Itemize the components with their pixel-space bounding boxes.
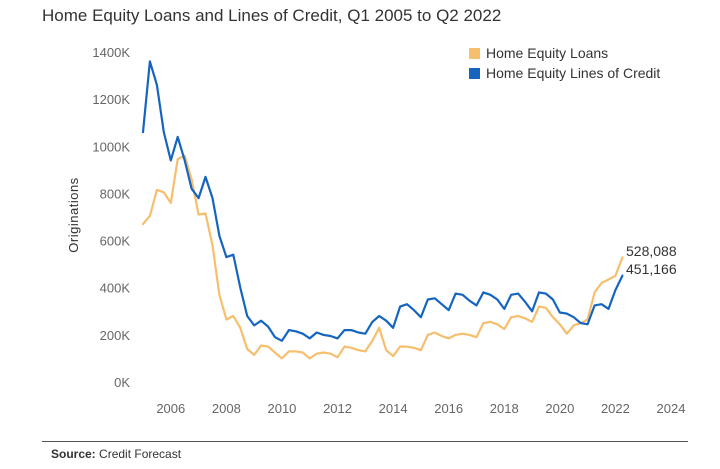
chart-title: Home Equity Loans and Lines of Credit, Q… [42, 6, 502, 25]
legend-label: Home Equity Lines of Credit [486, 65, 660, 81]
y-axis-ticks: 0K 200K 400K 600K 800K 1000K 1200K 1400K [92, 45, 130, 390]
x-tick-label: 2008 [212, 401, 241, 416]
y-tick-label: 1200K [92, 92, 130, 107]
legend-swatch [469, 48, 480, 59]
footer-divider [42, 441, 688, 442]
x-axis-ticks: 2006 2008 2010 2012 2014 2016 2018 2020 2022 2024 [156, 401, 685, 416]
y-tick-label: 0K [114, 375, 130, 390]
y-tick-label: 800K [100, 186, 131, 201]
legend: Home Equity Loans Home Equity Lines of Cr… [469, 45, 660, 81]
y-tick-label: 1000K [92, 139, 130, 154]
legend-swatch [469, 68, 480, 79]
x-tick-label: 2012 [323, 401, 352, 416]
series-line-home-equity-loans [141, 154, 624, 360]
y-tick-label: 400K [100, 281, 131, 296]
end-labels: 528,088 451,166 [626, 243, 677, 277]
end-value-label: 528,088 [626, 243, 677, 259]
x-tick-label: 2006 [156, 401, 185, 416]
y-axis-label: Originations [66, 177, 81, 252]
source-label: Source: [51, 447, 96, 461]
x-tick-label: 2016 [434, 401, 463, 416]
y-tick-label: 200K [100, 328, 131, 343]
x-tick-label: 2022 [601, 401, 630, 416]
x-tick-label: 2018 [490, 401, 519, 416]
end-value-label: 451,166 [626, 261, 677, 277]
x-tick-label: 2024 [657, 401, 686, 416]
source-note: Source: Credit Forecast [51, 447, 181, 461]
source-text: Credit Forecast [99, 447, 182, 461]
legend-label: Home Equity Loans [486, 45, 608, 61]
series-line-home-equity-lines-of-credit [141, 60, 624, 342]
y-tick-label: 1400K [92, 45, 130, 60]
y-tick-label: 600K [100, 234, 131, 249]
x-tick-label: 2014 [379, 401, 408, 416]
x-tick-label: 2010 [267, 401, 296, 416]
series-lines [141, 60, 624, 360]
x-tick-label: 2020 [545, 401, 574, 416]
